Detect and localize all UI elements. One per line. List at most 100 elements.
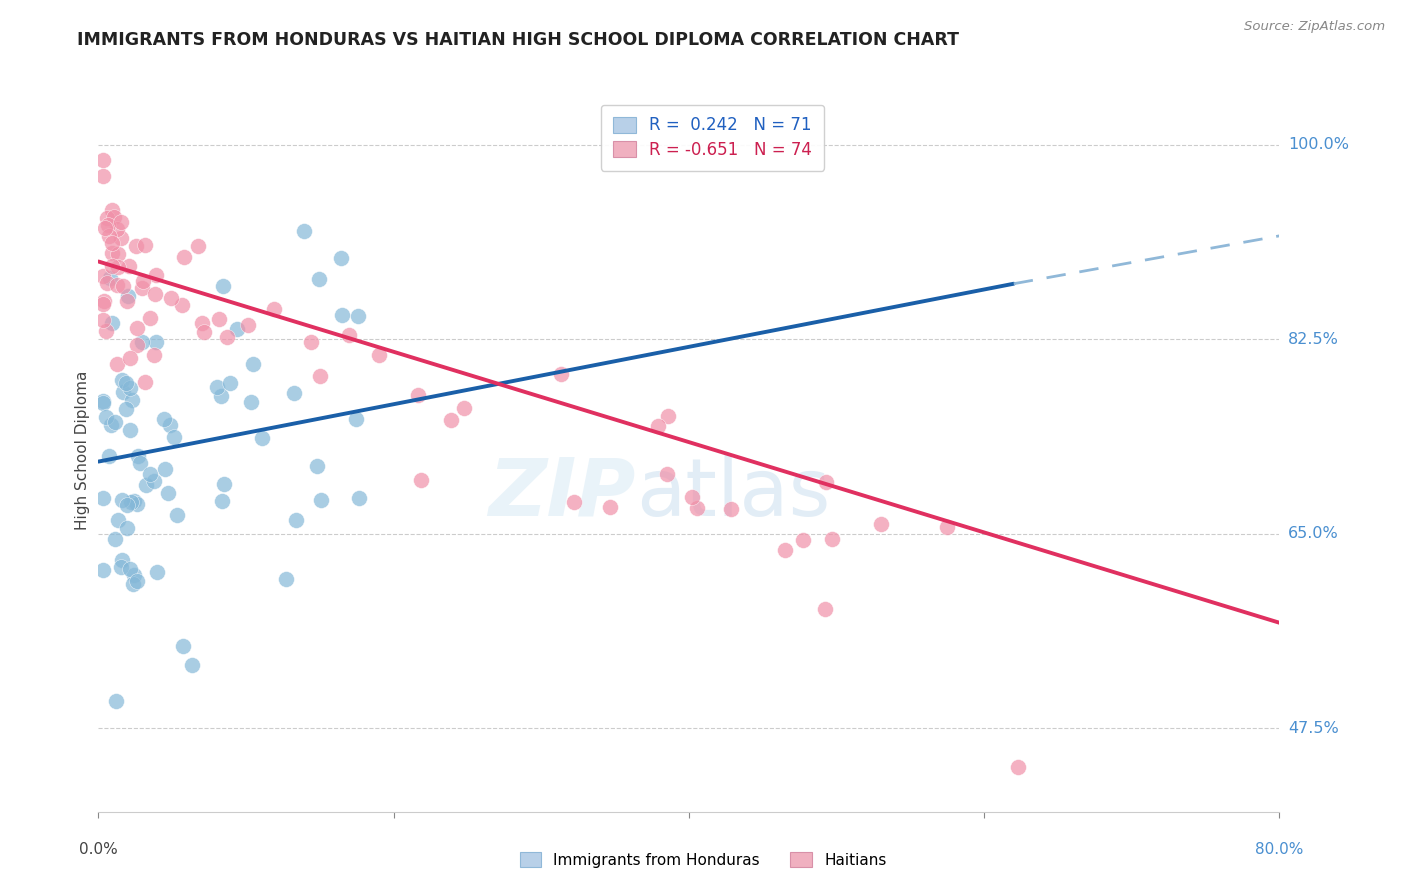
- Point: [211, 494, 233, 508]
- Point: [869, 516, 891, 531]
- Point: [127, 338, 149, 352]
- Point: [110, 214, 132, 228]
- Point: [125, 239, 148, 253]
- Point: [409, 473, 432, 487]
- Point: [94, 325, 117, 339]
- Point: [131, 274, 153, 288]
- Point: [96, 276, 118, 290]
- Point: [238, 318, 260, 333]
- Point: [98, 229, 121, 244]
- Point: [112, 384, 135, 399]
- Point: [153, 412, 176, 426]
- Point: [655, 467, 678, 481]
- Point: [242, 357, 264, 371]
- Point: [115, 376, 138, 391]
- Point: [263, 301, 285, 316]
- Point: [562, 494, 585, 508]
- Point: [107, 277, 129, 292]
- Point: [283, 386, 305, 401]
- Point: [120, 562, 142, 576]
- Point: [91, 153, 114, 167]
- Point: [115, 498, 138, 512]
- Point: [125, 497, 148, 511]
- Point: [91, 313, 114, 327]
- Point: [292, 224, 315, 238]
- Point: [94, 409, 117, 424]
- Legend: R =  0.242   N = 71, R = -0.651   N = 74: R = 0.242 N = 71, R = -0.651 N = 74: [602, 104, 824, 170]
- Point: [111, 553, 134, 567]
- Point: [104, 415, 127, 429]
- Point: [125, 321, 148, 335]
- Point: [172, 639, 194, 653]
- Point: [131, 334, 153, 349]
- Point: [337, 328, 360, 343]
- Point: [307, 458, 329, 473]
- Point: [107, 260, 129, 274]
- Point: [118, 423, 141, 437]
- Point: [309, 492, 332, 507]
- Point: [159, 417, 181, 432]
- Point: [276, 572, 298, 586]
- Point: [145, 268, 167, 282]
- Point: [344, 411, 367, 425]
- Point: [107, 247, 129, 261]
- Point: [406, 388, 429, 402]
- Point: [815, 475, 838, 490]
- Point: [550, 367, 572, 381]
- Point: [122, 577, 145, 591]
- Point: [143, 287, 166, 301]
- Point: [111, 492, 134, 507]
- Point: [145, 335, 167, 350]
- Point: [101, 246, 124, 260]
- Point: [160, 291, 183, 305]
- Point: [118, 259, 141, 273]
- Point: [181, 657, 204, 672]
- Point: [111, 374, 134, 388]
- Point: [329, 251, 352, 265]
- Point: [142, 348, 165, 362]
- Point: [91, 169, 114, 183]
- Text: 80.0%: 80.0%: [1256, 842, 1303, 857]
- Point: [115, 521, 138, 535]
- Point: [97, 218, 120, 232]
- Point: [91, 491, 114, 505]
- Point: [208, 312, 231, 326]
- Point: [211, 279, 233, 293]
- Point: [100, 418, 122, 433]
- Point: [91, 269, 114, 284]
- Point: [346, 310, 368, 324]
- Point: [219, 376, 242, 391]
- Point: [775, 543, 797, 558]
- Point: [107, 513, 129, 527]
- Point: [330, 308, 353, 322]
- Point: [368, 348, 391, 362]
- Point: [105, 222, 128, 236]
- Point: [135, 478, 157, 492]
- Point: [103, 210, 125, 224]
- Point: [821, 532, 844, 546]
- Text: 82.5%: 82.5%: [1288, 332, 1339, 347]
- Point: [122, 494, 145, 508]
- Point: [308, 272, 330, 286]
- Point: [103, 532, 125, 546]
- Point: [104, 693, 127, 707]
- Point: [205, 380, 228, 394]
- Y-axis label: High School Diploma: High School Diploma: [75, 371, 90, 530]
- Point: [347, 491, 370, 506]
- Point: [110, 560, 132, 574]
- Point: [91, 394, 114, 409]
- Point: [101, 259, 124, 273]
- Point: [91, 563, 114, 577]
- Point: [599, 500, 621, 514]
- Point: [125, 574, 148, 589]
- Point: [142, 474, 165, 488]
- Text: 100.0%: 100.0%: [1288, 137, 1348, 153]
- Point: [440, 412, 463, 426]
- Point: [128, 456, 150, 470]
- Legend: Immigrants from Honduras, Haitians: Immigrants from Honduras, Haitians: [513, 846, 893, 873]
- Point: [153, 462, 176, 476]
- Point: [215, 329, 238, 343]
- Point: [250, 432, 273, 446]
- Point: [105, 357, 128, 371]
- Point: [193, 325, 215, 339]
